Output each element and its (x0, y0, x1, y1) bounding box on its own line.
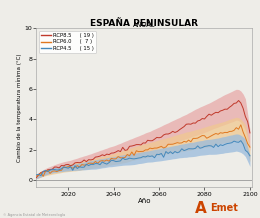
Text: Emet: Emet (211, 203, 238, 213)
Text: A: A (194, 201, 206, 216)
Legend: RCP8.5     ( 19 ), RCP6.0     (  7 ), RCP4.5     ( 15 ): RCP8.5 ( 19 ), RCP6.0 ( 7 ), RCP4.5 ( 15… (39, 31, 96, 53)
Title: ESPAÑA PENINSULAR: ESPAÑA PENINSULAR (90, 19, 198, 28)
Text: © Agencia Estatal de Meteorología: © Agencia Estatal de Meteorología (3, 213, 65, 217)
Y-axis label: Cambio de la temperatura mínima (°C): Cambio de la temperatura mínima (°C) (16, 54, 22, 162)
Text: ANUAL: ANUAL (133, 22, 155, 27)
X-axis label: Año: Año (138, 198, 151, 204)
